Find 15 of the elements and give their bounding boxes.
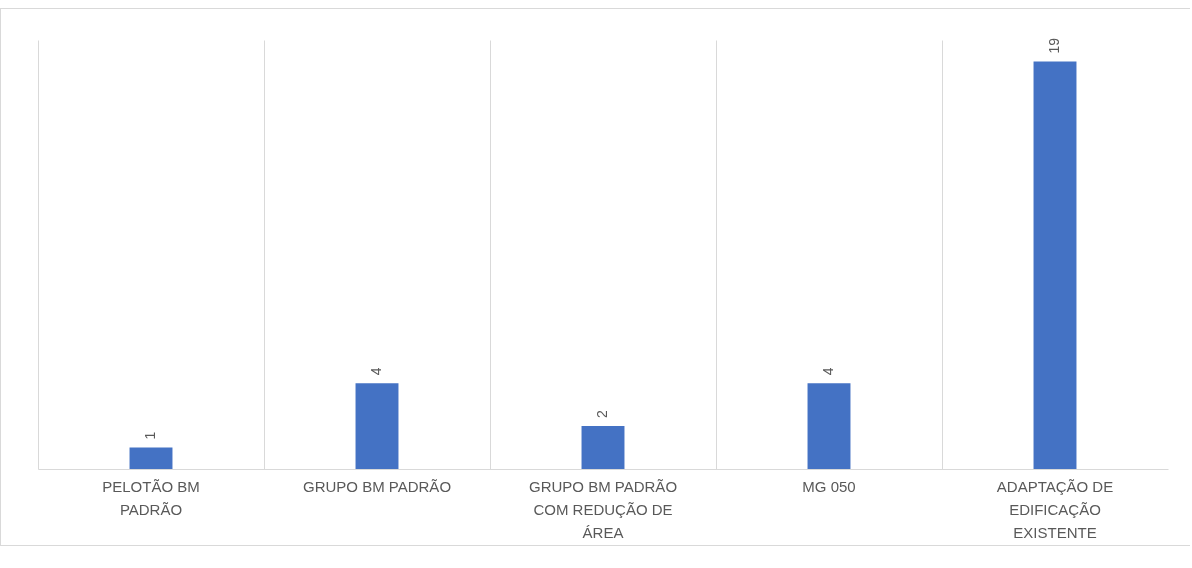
bar	[1033, 61, 1077, 469]
data-label: 4	[368, 367, 384, 376]
data-label: 19	[1046, 37, 1062, 54]
data-label: 2	[594, 410, 610, 419]
x-tick-label: GRUPO BM PADRÃO COM REDUÇÃO DE ÁREA	[528, 477, 678, 541]
data-label: 1	[142, 431, 158, 440]
bar	[355, 383, 399, 469]
x-tick-label: GRUPO BM PADRÃO	[302, 477, 452, 495]
x-tick-label: PELOTÃO BM PADRÃO	[102, 477, 200, 518]
bar	[129, 447, 173, 469]
bar	[807, 383, 851, 469]
x-tick-label: MG 050	[802, 477, 856, 495]
bar	[581, 426, 625, 469]
data-label: 4	[820, 367, 836, 376]
x-tick-label: ADAPTAÇÃO DE EDIFICAÇÃO EXISTENTE	[996, 477, 1114, 541]
